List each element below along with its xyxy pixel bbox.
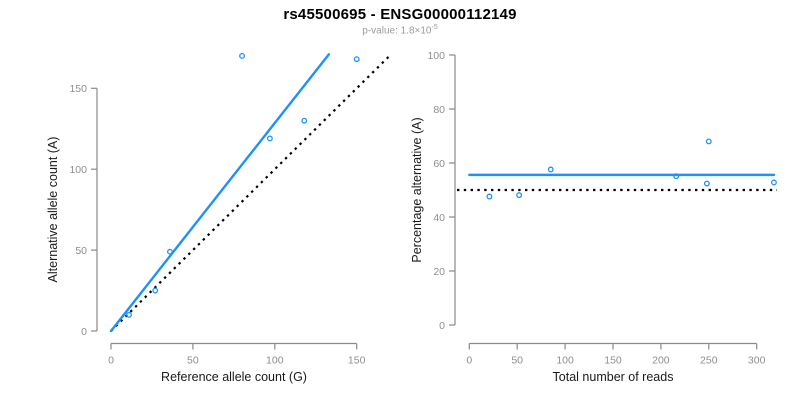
y-tick-label: 100 bbox=[427, 50, 445, 62]
y-tick-label: 100 bbox=[69, 164, 87, 176]
left-yaxis-label: Alternative allele count (A) bbox=[46, 137, 60, 283]
y-tick-label: 50 bbox=[75, 245, 87, 257]
y-tick-label: 40 bbox=[433, 212, 445, 224]
x-tick-label: 100 bbox=[266, 355, 284, 367]
x-tick-label: 100 bbox=[556, 355, 574, 367]
y-tick-label: 0 bbox=[81, 326, 87, 338]
y-tick-label: 60 bbox=[433, 158, 445, 170]
pvalue-text: p-value: 1.8×10 bbox=[362, 25, 432, 37]
x-tick-label: 50 bbox=[187, 355, 199, 367]
y-tick-label: 80 bbox=[433, 104, 445, 116]
plot-title: rs45500695 - ENSG00000112149 bbox=[283, 6, 517, 23]
left-xaxis-label: Reference allele count (G) bbox=[161, 370, 307, 384]
data-point bbox=[486, 193, 493, 200]
data-point bbox=[167, 248, 173, 255]
x-tick-label: 0 bbox=[108, 355, 114, 367]
y-tick-label: 0 bbox=[439, 320, 445, 332]
fit-line bbox=[109, 53, 331, 333]
data-point bbox=[673, 173, 680, 180]
right-scatter-panel: 0 50 100 150 200 250 300 0 20 40 60 80 100 bbox=[427, 50, 777, 367]
data-point bbox=[239, 52, 245, 59]
right-xaxis-label: Total number of reads bbox=[553, 370, 674, 384]
data-point bbox=[353, 56, 360, 63]
y-tick-label: 150 bbox=[69, 83, 87, 95]
data-point bbox=[770, 179, 777, 186]
data-point bbox=[126, 311, 132, 318]
x-tick-label: 200 bbox=[652, 355, 670, 367]
x-tick-label: 250 bbox=[700, 355, 718, 367]
data-point bbox=[266, 135, 273, 142]
x-tick-label: 50 bbox=[511, 355, 523, 367]
data-point bbox=[516, 192, 523, 199]
plot-subtitle: p-value: 1.8×10-5 bbox=[0, 24, 800, 36]
x-tick-label: 150 bbox=[604, 355, 622, 367]
x-tick-label: 300 bbox=[748, 355, 766, 367]
y-tick-label: 20 bbox=[433, 266, 445, 278]
x-tick-label: 150 bbox=[348, 355, 366, 367]
data-point bbox=[547, 166, 554, 173]
left-scatter-panel: 0 50 100 150 0 50 100 150 bbox=[69, 52, 391, 367]
right-yaxis-label: Percentage alternative (A) bbox=[410, 117, 424, 262]
data-point bbox=[705, 138, 712, 145]
data-point bbox=[152, 287, 159, 294]
data-point bbox=[301, 117, 308, 124]
data-point bbox=[703, 180, 710, 187]
pvalue-exponent: -5 bbox=[431, 24, 438, 31]
x-tick-label: 0 bbox=[466, 355, 472, 367]
